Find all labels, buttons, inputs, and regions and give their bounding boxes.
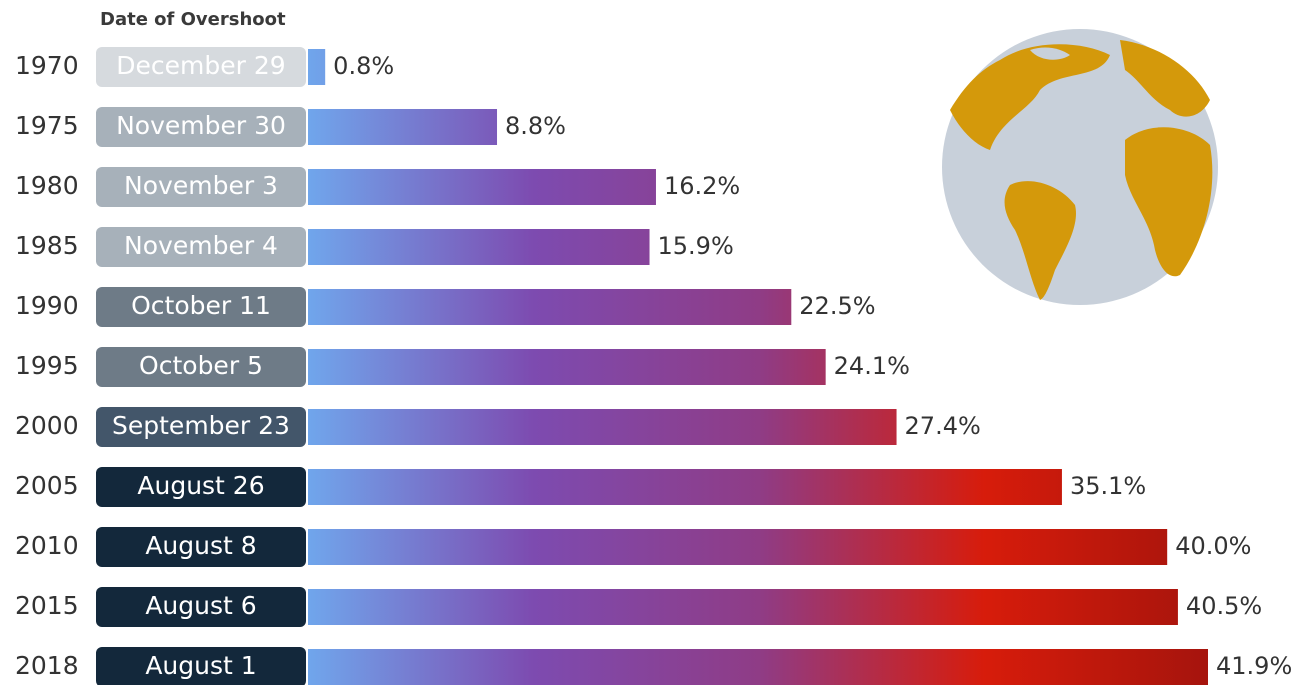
date-label: November 3 — [124, 171, 278, 200]
bar — [308, 589, 1178, 625]
value-label: 24.1% — [834, 352, 910, 380]
date-label: August 8 — [145, 531, 256, 560]
bar — [308, 529, 1168, 565]
bar — [308, 169, 656, 205]
y-tick-label: 2005 — [15, 471, 79, 500]
value-label: 40.0% — [1175, 532, 1251, 560]
bar — [308, 289, 792, 325]
value-label: 35.1% — [1070, 472, 1146, 500]
y-tick-label: 1990 — [15, 291, 79, 320]
y-tick-label: 1975 — [15, 111, 79, 140]
value-label: 27.4% — [905, 412, 981, 440]
date-label: August 1 — [145, 651, 256, 680]
date-box — [96, 347, 306, 387]
value-label: 22.5% — [799, 292, 875, 320]
date-label: October 11 — [131, 291, 271, 320]
date-box — [96, 107, 306, 147]
value-label: 40.5% — [1186, 592, 1262, 620]
date-box — [96, 587, 306, 627]
date-box — [96, 287, 306, 327]
y-tick-label: 1980 — [15, 171, 79, 200]
bar — [308, 469, 1062, 505]
date-box — [96, 647, 306, 685]
y-tick-label: 1995 — [15, 351, 79, 380]
y-tick-label: 1985 — [15, 231, 79, 260]
value-label: 15.9% — [658, 232, 734, 260]
bar — [308, 109, 498, 145]
y-tick-label: 2015 — [15, 591, 79, 620]
bar — [308, 649, 1208, 685]
y-tick-label: 1970 — [15, 51, 79, 80]
date-box — [96, 467, 306, 507]
y-tick-label: 2010 — [15, 531, 79, 560]
date-label: September 23 — [112, 411, 290, 440]
date-box — [96, 527, 306, 567]
date-box — [96, 407, 306, 447]
date-label: October 5 — [139, 351, 263, 380]
globe — [942, 29, 1218, 305]
value-label: 8.8% — [505, 112, 566, 140]
date-label: August 6 — [145, 591, 256, 620]
bar — [308, 49, 326, 85]
label-header: Date of Overshoot — [100, 9, 286, 30]
date-label: November 4 — [124, 231, 278, 260]
bar — [308, 409, 897, 445]
value-label: 16.2% — [664, 172, 740, 200]
y-tick-label: 2018 — [15, 651, 79, 680]
date-box — [96, 167, 306, 207]
value-label: 41.9% — [1216, 652, 1292, 680]
y-tick-label: 2000 — [15, 411, 79, 440]
value-label: 0.8% — [333, 52, 394, 80]
date-box — [96, 227, 306, 267]
date-label: December 29 — [116, 51, 285, 80]
date-label: November 30 — [116, 111, 286, 140]
bar — [308, 349, 826, 385]
bar — [308, 229, 650, 265]
date-label: August 26 — [137, 471, 264, 500]
date-box — [96, 47, 306, 87]
